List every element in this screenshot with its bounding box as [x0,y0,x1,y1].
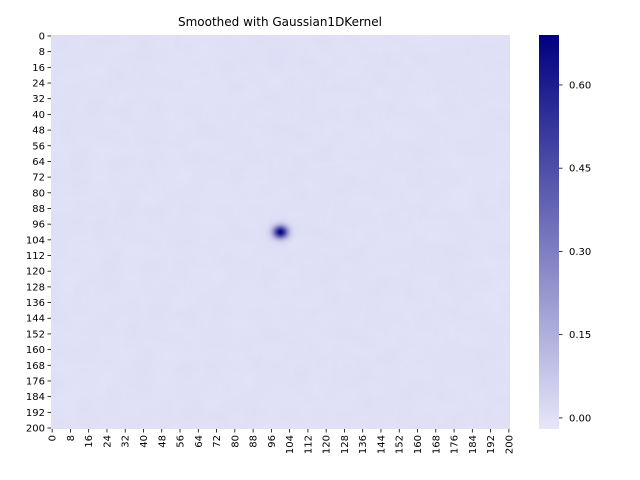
x-tick-label: 168 [431,435,442,454]
y-tick-label: 200 [26,424,45,435]
x-tick-label: 40 [139,435,150,448]
x-tick-label: 160 [413,435,424,454]
x-tick-label: 144 [376,435,387,454]
y-tick-label: 0 [39,31,45,42]
y-tick-label: 96 [32,220,45,231]
x-tick-label: 112 [303,435,314,454]
y-tick-label: 176 [26,376,45,387]
y-axis-ticks: 0 8 16 24 32 40 48 56 64 72 80 88 96 104 112 120 128 136 1… [26,31,51,435]
y-tick-label: 8 [39,47,45,58]
x-tick-label: 136 [358,435,369,454]
x-tick-label: 8 [66,435,77,441]
x-tick-label: 120 [322,435,333,454]
x-tick-label: 0 [48,435,59,441]
y-tick-label: 40 [32,110,45,121]
y-tick-label: 56 [32,141,45,152]
colorbar-tick-label: 0.60 [569,80,591,91]
y-tick-label: 168 [26,361,45,372]
colorbar-ticks: 0.00 0.15 0.30 0.45 0.60 [559,80,591,424]
y-tick-label: 128 [26,282,45,293]
x-tick-label: 24 [102,435,113,448]
colorbar-tick-label: 0.15 [569,330,591,341]
x-tick-label: 192 [486,435,497,454]
y-tick-label: 112 [26,251,45,262]
chart-title: Smoothed with Gaussian1DKernel [178,15,382,29]
x-tick-label: 16 [84,435,95,448]
y-tick-label: 184 [26,392,45,403]
y-tick-label: 160 [26,345,45,356]
y-tick-label: 16 [32,63,45,74]
heatmap-cells [51,35,510,429]
x-axis-ticks: 0 8 16 24 32 40 48 56 64 72 80 88 96 104 112 120 128 136 1… [48,429,515,454]
y-tick-label: 136 [26,298,45,309]
y-tick-label: 120 [26,267,45,278]
y-tick-label: 80 [32,188,45,199]
y-tick-label: 72 [32,173,45,184]
x-tick-label: 64 [194,435,205,448]
x-tick-label: 56 [176,435,187,448]
x-tick-label: 48 [157,435,168,448]
colorbar: 0.00 0.15 0.30 0.45 0.60 [539,35,591,429]
colorbar-tick-label: 0.30 [569,247,591,258]
x-tick-label: 72 [212,435,223,448]
y-tick-label: 88 [32,204,45,215]
y-tick-label: 32 [32,94,45,105]
y-tick-label: 64 [32,157,45,168]
y-tick-label: 104 [26,235,45,246]
x-tick-label: 200 [504,435,515,454]
x-tick-label: 176 [450,435,461,454]
y-tick-label: 24 [32,79,45,90]
x-tick-label: 96 [267,435,278,448]
x-tick-label: 32 [121,435,132,448]
colorbar-tick-label: 0.00 [569,413,591,424]
x-tick-label: 88 [249,435,260,448]
x-tick-label: 80 [230,435,241,448]
x-tick-label: 184 [468,435,479,454]
x-tick-label: 152 [395,435,406,454]
colorbar-gradient [539,35,559,429]
y-tick-label: 48 [32,126,45,137]
heatmap-area [51,35,510,429]
y-tick-label: 144 [26,314,45,325]
y-tick-label: 152 [26,329,45,340]
x-tick-label: 128 [340,435,351,454]
y-tick-label: 192 [26,408,45,419]
colorbar-tick-label: 0.45 [569,164,591,175]
x-tick-label: 104 [285,435,296,454]
